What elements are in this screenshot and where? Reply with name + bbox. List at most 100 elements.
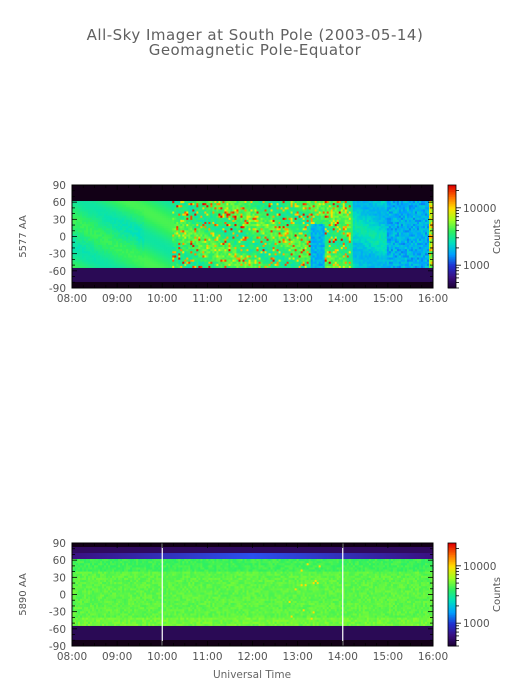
heatmap-cell xyxy=(316,257,320,261)
heatmap-cell xyxy=(182,230,185,233)
heatmap-cell xyxy=(302,257,306,261)
heatmap-cell xyxy=(152,251,155,254)
heatmap-cell xyxy=(352,240,356,244)
heatmap-cell xyxy=(92,265,95,269)
heatmap-cell xyxy=(114,215,117,219)
heatmap-cell xyxy=(188,221,191,225)
heatmap-cell xyxy=(176,234,179,238)
heatmap-cell xyxy=(180,209,183,213)
heatmap-cell xyxy=(358,203,362,206)
heatmap-cell xyxy=(122,221,125,225)
heatmap-cell xyxy=(112,240,115,244)
heatmap-cell xyxy=(116,249,119,252)
heatmap-cell xyxy=(220,215,224,219)
heatmap-cell xyxy=(314,244,318,248)
heatmap-cell xyxy=(206,244,209,248)
heatmap-cell xyxy=(216,232,220,236)
heatmap-cell xyxy=(346,203,350,206)
heatmap-cell xyxy=(354,242,358,246)
heatmap-cell xyxy=(144,240,147,244)
heatmap-cell xyxy=(86,213,89,217)
heatmap-cell xyxy=(344,236,348,240)
heatmap-cell xyxy=(116,236,119,240)
heatmap-cell xyxy=(120,226,123,229)
heatmap-cell xyxy=(82,253,85,257)
heatmap-cell xyxy=(242,203,246,206)
heatmap-cell xyxy=(244,207,248,210)
heatmap-cell xyxy=(176,251,179,254)
heatmap-cell xyxy=(278,238,282,242)
heatmap-cell xyxy=(366,236,370,240)
heatmap-cell xyxy=(250,247,254,250)
heatmap-cell xyxy=(120,207,123,210)
heatmap-cell xyxy=(354,213,358,217)
heatmap-cell xyxy=(212,213,215,217)
heatmap-cell xyxy=(228,228,232,231)
heatmap-cell xyxy=(220,261,224,265)
heatmap-cell xyxy=(138,232,141,236)
heatmap-cell xyxy=(198,261,201,265)
heatmap-cell xyxy=(206,265,209,269)
heatmap-cell xyxy=(326,203,330,206)
heatmap-cell xyxy=(308,221,312,225)
heatmap-cell xyxy=(188,265,191,269)
heatmap-cell xyxy=(304,251,308,254)
heatmap-cell xyxy=(342,230,346,233)
heatmap-cell xyxy=(156,205,159,208)
heatmap-cell xyxy=(258,205,262,208)
heatmap-cell xyxy=(286,226,290,229)
heatmap-cell xyxy=(150,247,153,250)
heatmap-cell xyxy=(208,257,211,261)
heatmap-cell xyxy=(234,234,238,238)
heatmap-cell xyxy=(94,203,97,206)
heatmap-cell xyxy=(160,240,163,244)
heatmap-cell xyxy=(360,230,364,233)
heatmap-cell xyxy=(308,242,312,246)
heatmap-cell xyxy=(194,259,197,263)
heatmap-cell xyxy=(346,247,350,250)
heatmap-cell xyxy=(90,211,93,215)
heatmap-cell xyxy=(354,219,358,223)
heatmap-cell xyxy=(172,230,175,233)
heatmap-cell xyxy=(332,201,336,204)
heatmap-cell xyxy=(264,228,268,231)
heatmap-cell xyxy=(270,240,274,244)
heatmap-cell xyxy=(374,207,378,210)
heatmap-cell xyxy=(336,259,340,263)
heatmap-cell xyxy=(300,236,304,240)
heatmap-cell xyxy=(140,230,143,233)
heatmap-cell xyxy=(264,259,268,263)
heatmap-cell xyxy=(284,217,288,221)
heatmap-cell xyxy=(362,253,366,257)
heatmap-cell xyxy=(144,265,147,269)
heatmap-cell xyxy=(152,244,155,248)
heatmap-cell xyxy=(96,211,99,215)
heatmap-cell xyxy=(348,213,352,217)
heatmap-cell xyxy=(236,259,240,263)
heatmap-cell xyxy=(188,219,191,223)
heatmap-cell xyxy=(290,221,294,225)
heatmap-cell xyxy=(124,236,127,240)
heatmap-cell xyxy=(278,228,282,231)
heatmap-cell xyxy=(224,203,228,206)
heatmap-cell xyxy=(210,251,213,254)
heatmap-cell xyxy=(278,219,282,223)
heatmap-cell xyxy=(242,247,246,250)
heatmap-cell xyxy=(170,203,173,206)
heatmap-cell xyxy=(370,259,374,263)
heatmap-cell xyxy=(182,251,185,254)
heatmap-cell xyxy=(196,215,199,219)
heatmap-cell xyxy=(220,217,224,221)
heatmap-cell xyxy=(366,259,370,263)
heatmap-cell xyxy=(282,207,286,210)
heatmap-cell xyxy=(272,242,276,246)
heatmap-cell xyxy=(256,226,260,229)
heatmap-cell xyxy=(276,209,280,213)
heatmap-cell xyxy=(130,253,133,257)
heatmap-cell xyxy=(286,201,290,204)
heatmap-cell xyxy=(328,247,332,250)
heatmap-cell xyxy=(154,209,157,213)
heatmap-cell xyxy=(224,255,228,259)
heatmap-cell xyxy=(296,205,300,208)
heatmap-cell xyxy=(234,215,238,219)
